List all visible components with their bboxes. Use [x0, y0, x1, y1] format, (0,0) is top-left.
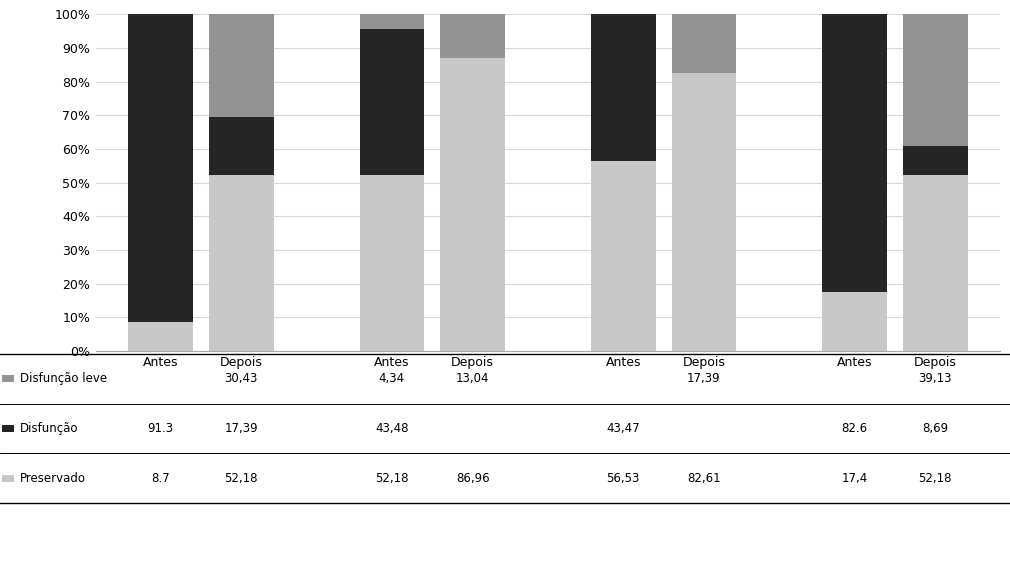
Bar — [591, 161, 655, 351]
Text: 82.6: 82.6 — [841, 422, 868, 435]
Text: 8.7: 8.7 — [152, 472, 170, 484]
Bar — [360, 29, 424, 175]
Text: Preservado: Preservado — [20, 472, 86, 484]
Text: Disfunção leve: Disfunção leve — [20, 372, 107, 385]
Bar — [360, 14, 424, 29]
Bar — [360, 175, 424, 351]
Text: 86,96: 86,96 — [456, 472, 490, 484]
Bar — [903, 175, 968, 351]
Bar — [128, 321, 193, 351]
Bar — [672, 72, 736, 351]
Bar — [440, 14, 505, 58]
Text: 39,13: 39,13 — [918, 372, 952, 385]
Bar — [209, 14, 274, 117]
Bar — [903, 146, 968, 175]
Text: 17,39: 17,39 — [687, 372, 721, 385]
Text: Disfunção: Disfunção — [20, 422, 79, 435]
Text: 17,39: 17,39 — [224, 422, 258, 435]
Text: 4,34: 4,34 — [379, 372, 405, 385]
Bar — [903, 14, 968, 146]
Text: 52,18: 52,18 — [918, 472, 952, 484]
Bar — [822, 14, 887, 292]
Text: 13,04: 13,04 — [456, 372, 490, 385]
Text: 52,18: 52,18 — [224, 472, 258, 484]
Bar — [209, 175, 274, 351]
Bar — [440, 58, 505, 351]
Bar — [209, 117, 274, 175]
Bar — [822, 292, 887, 351]
Bar — [672, 14, 736, 72]
Text: 17,4: 17,4 — [841, 472, 868, 484]
Text: 43,47: 43,47 — [606, 422, 640, 435]
Text: 8,69: 8,69 — [922, 422, 948, 435]
Text: 30,43: 30,43 — [224, 372, 258, 385]
Text: 82,61: 82,61 — [687, 472, 721, 484]
Bar — [128, 14, 193, 321]
Text: 52,18: 52,18 — [375, 472, 409, 484]
Text: 56,53: 56,53 — [607, 472, 640, 484]
Text: 91.3: 91.3 — [147, 422, 174, 435]
Text: 43,48: 43,48 — [375, 422, 409, 435]
Bar — [591, 14, 655, 161]
